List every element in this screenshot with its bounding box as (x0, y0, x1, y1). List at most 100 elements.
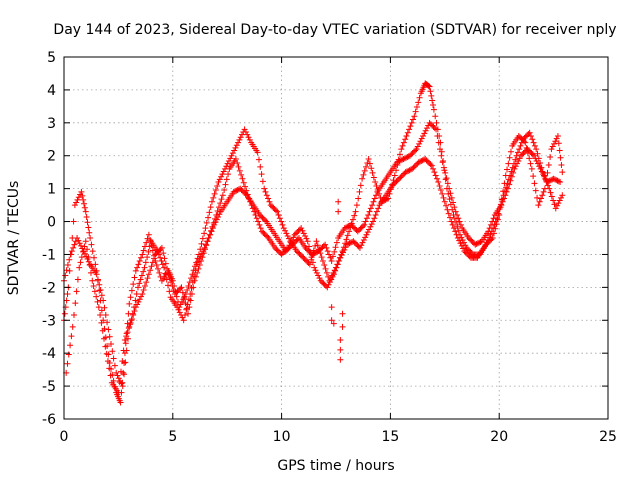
data-point-interp (222, 181, 229, 188)
data-point-interp (142, 259, 149, 266)
data-point-interp (260, 229, 267, 236)
data-point (313, 238, 320, 245)
data-point-interp (175, 306, 182, 313)
data-point-interp (147, 267, 154, 274)
data-point (433, 126, 440, 133)
data-point-interp (327, 254, 334, 261)
data-point (174, 304, 181, 311)
data-point-interp (111, 362, 118, 369)
data-point-interp (403, 132, 410, 139)
data-point (113, 369, 120, 376)
data-point-interp (146, 243, 153, 250)
data-point-interp (140, 286, 147, 293)
data-point-interp (468, 237, 475, 244)
data-point-interp (282, 247, 289, 254)
data-point-interp (114, 372, 121, 379)
data-point-interp (81, 243, 88, 250)
y-tick-label: 3 (47, 116, 56, 132)
data-point-interp (466, 247, 473, 254)
data-point-interp (91, 288, 98, 295)
data-point (95, 304, 102, 311)
data-point-interp (375, 205, 382, 212)
data-point (409, 165, 416, 172)
data-point-interp (81, 200, 88, 207)
data-point-interp (294, 236, 301, 243)
data-point-interp (93, 293, 100, 300)
data-point (161, 264, 168, 271)
data-point-interp (353, 202, 360, 209)
data-point-interp (144, 254, 151, 261)
data-point-interp (329, 253, 336, 260)
data-point-interp (407, 123, 414, 130)
data-point-interp (284, 233, 291, 240)
data-point (339, 323, 346, 330)
data-point-interp (162, 260, 169, 267)
data-point-interp (318, 245, 325, 252)
data-point-interp (377, 194, 384, 201)
data-point-interp (296, 226, 303, 233)
data-point-interp (77, 242, 84, 249)
data-point-interp (259, 178, 266, 185)
data-point-interp (295, 249, 302, 256)
data-point (330, 320, 337, 327)
x-axis-label: GPS time / hours (277, 458, 394, 474)
data-point-interp (357, 182, 364, 189)
data-point (507, 172, 514, 179)
data-point-interp (64, 261, 71, 268)
data-point-interp (278, 218, 285, 225)
data-point-interp (238, 186, 245, 193)
data-point (404, 129, 411, 136)
data-point-interp (233, 187, 240, 194)
data-point-interp (189, 279, 196, 286)
data-point (319, 258, 326, 265)
data-point-interp (210, 219, 217, 226)
data-point-interp (279, 221, 286, 228)
data-point-interp (422, 127, 429, 134)
data-point (356, 244, 363, 251)
data-point-interp (403, 168, 410, 175)
data-point-interp (400, 171, 407, 178)
data-point-interp (103, 350, 110, 357)
data-point (134, 284, 141, 291)
data-point-interp (360, 171, 367, 178)
data-point-interp (537, 195, 544, 202)
data-point (300, 254, 307, 261)
data-point-interp (168, 279, 175, 286)
data-point-interp (551, 201, 558, 208)
data-point-interp (517, 142, 524, 149)
data-point-interp (290, 240, 297, 247)
data-point-interp (363, 215, 370, 222)
data-point-interp (557, 154, 564, 161)
data-point (461, 248, 468, 255)
data-point (200, 248, 207, 255)
data-point-interp (554, 177, 561, 184)
data-point-interp (143, 279, 150, 286)
data-point-interp (444, 180, 451, 187)
data-point (239, 175, 246, 182)
data-point (426, 83, 433, 90)
data-point-interp (416, 94, 423, 101)
data-point (82, 208, 89, 215)
data-point-interp (555, 178, 562, 185)
data-point-interp (179, 289, 186, 296)
data-point-interp (77, 259, 84, 266)
data-point (76, 264, 83, 271)
x-tick-labels: 0 5 10 15 20 25 (60, 429, 617, 445)
data-point-interp (97, 286, 104, 293)
data-point-interp (506, 154, 513, 161)
data-point-interp (517, 134, 524, 141)
data-point-interp (88, 241, 95, 248)
data-point (117, 399, 124, 406)
data-point-interp (526, 155, 533, 162)
data-point-interp (455, 215, 462, 222)
data-point-interp (266, 198, 273, 205)
data-point-interp (413, 104, 420, 111)
data-point-interp (198, 250, 205, 257)
data-point-interp (445, 210, 452, 217)
data-point (102, 343, 109, 350)
data-point-interp (132, 297, 139, 304)
data-point-interp (243, 187, 250, 194)
data-point-interp (269, 203, 276, 210)
data-point-interp (170, 286, 177, 293)
